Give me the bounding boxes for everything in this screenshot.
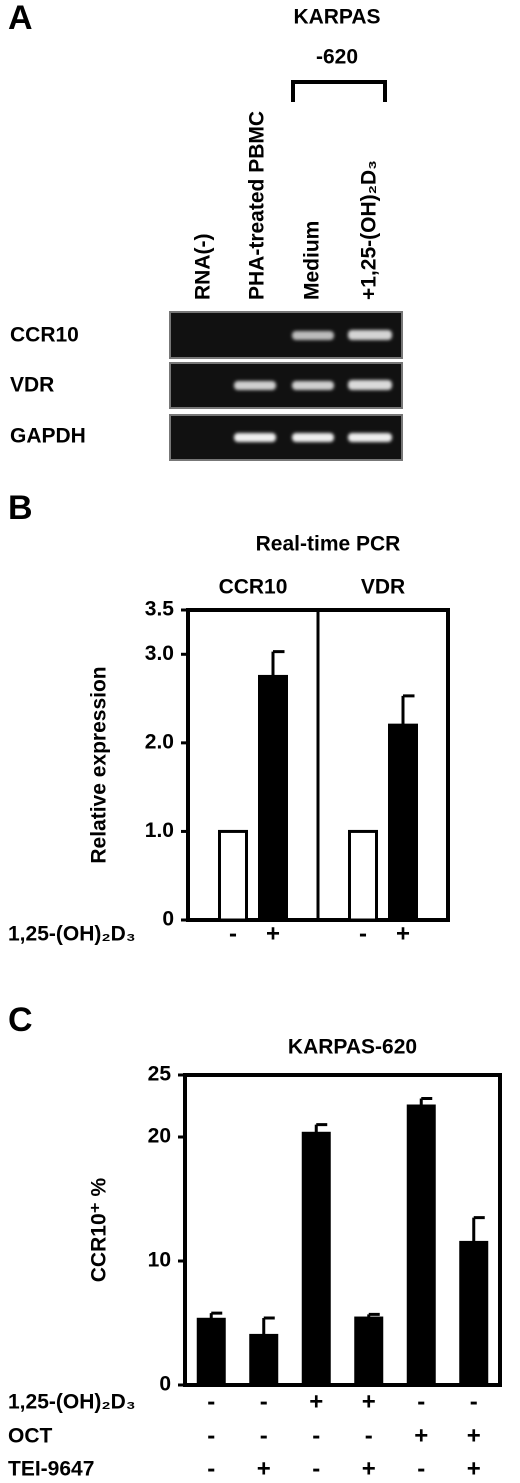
treatment-sign: - (229, 920, 237, 947)
treatment-sign: - (312, 1422, 320, 1449)
panel-label: B (8, 489, 33, 527)
chart-title: Real-time PCR (256, 533, 401, 556)
y-axis-label: Relative expression (88, 666, 111, 863)
error-bar (401, 694, 415, 726)
group-label: VDR (361, 576, 405, 599)
bar (258, 674, 288, 922)
y-tick-label: 25 (148, 1063, 172, 1086)
treatment-sign: - (470, 1388, 478, 1415)
row-label: CCR10 (10, 324, 79, 347)
error-bar (271, 650, 285, 677)
bar (406, 1104, 436, 1387)
treatment-sign: + (467, 1455, 481, 1482)
treatment-sign: - (207, 1422, 215, 1449)
treatment-label: 1,25-(OH)₂D₃ (8, 923, 136, 946)
treatment-label: OCT (8, 1425, 53, 1448)
chart-title: KARPAS-620 (288, 1036, 417, 1059)
y-tick-label: 10 (148, 1249, 171, 1272)
y-tick-label: 2.0 (145, 730, 174, 753)
y-tick-label: 3.0 (145, 642, 174, 665)
bracket (291, 80, 387, 102)
lane-label: RNA(-) (192, 234, 215, 300)
group-label: KARPAS (293, 6, 380, 29)
y-axis-label: CCR10⁺ % (88, 1177, 111, 1282)
bar (301, 1131, 331, 1387)
treatment-sign: - (365, 1422, 373, 1449)
group-label: -620 (316, 46, 358, 69)
treatment-sign: - (312, 1455, 320, 1482)
treatment-sign: + (309, 1388, 323, 1415)
gel (169, 311, 403, 461)
bar (249, 1333, 279, 1387)
row-label: VDR (10, 374, 54, 397)
treatment-sign: - (417, 1388, 425, 1415)
treatment-sign: - (207, 1388, 215, 1415)
plot-frame (183, 1073, 502, 1387)
bar (459, 1240, 489, 1387)
treatment-sign: + (257, 1455, 271, 1482)
treatment-label: TEI-9647 (8, 1458, 94, 1481)
bar (388, 723, 418, 922)
treatment-sign: - (417, 1455, 425, 1482)
panel-label: A (8, 0, 33, 37)
error-bar (262, 1316, 275, 1336)
treatment-sign: - (359, 920, 367, 947)
treatment-sign: + (362, 1455, 376, 1482)
treatment-sign: + (362, 1388, 376, 1415)
y-tick-label: 3.5 (145, 598, 175, 621)
treatment-sign: - (207, 1455, 215, 1482)
row-label: GAPDH (10, 425, 86, 448)
bar (218, 829, 248, 922)
treatment-sign: - (260, 1422, 268, 1449)
bar (196, 1317, 226, 1387)
error-bar (472, 1216, 485, 1243)
panel-label: C (8, 1001, 33, 1039)
treatment-sign: + (396, 920, 410, 947)
lane-label: +1,25-(OH)₂D₃ (358, 160, 381, 300)
treatment-sign: + (467, 1422, 481, 1449)
bar (354, 1316, 384, 1387)
treatment-label: 1,25-(OH)₂D₃ (8, 1391, 136, 1414)
bar (348, 829, 378, 922)
y-tick-label: 0 (162, 908, 174, 931)
treatment-sign: + (414, 1422, 428, 1449)
lane-label: PHA-treated PBMC (246, 111, 269, 300)
y-tick-label: 1.0 (145, 819, 174, 842)
y-tick-label: 20 (148, 1125, 171, 1148)
treatment-sign: - (260, 1388, 268, 1415)
lane-label: Medium (301, 221, 324, 300)
treatment-sign: + (266, 920, 280, 947)
group-label: CCR10 (219, 576, 288, 599)
y-tick-label: 0 (159, 1373, 171, 1396)
